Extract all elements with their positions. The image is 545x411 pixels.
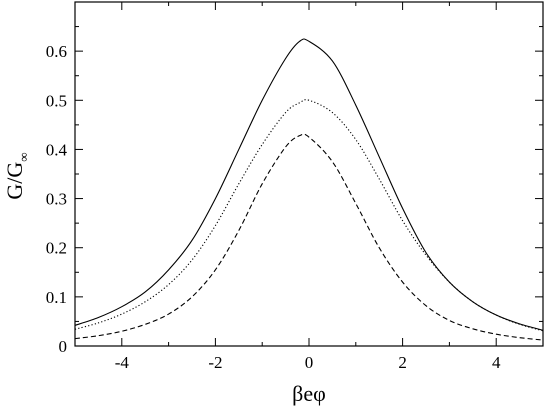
series-line-dashed — [74, 133, 544, 341]
y-tick-label: 0.4 — [46, 140, 68, 159]
y-tick-label: 0.1 — [46, 288, 67, 307]
plot-frame — [74, 1, 544, 347]
y-tick-label: 0.6 — [46, 42, 67, 61]
x-axis-title: βeφ — [292, 381, 326, 406]
y-tick-label: 0.3 — [46, 190, 67, 209]
y-axis-title-group: G/G∞ — [2, 152, 31, 199]
x-tick-label: 0 — [305, 353, 314, 372]
x-tick-label: 2 — [398, 353, 407, 372]
series-line-solid — [74, 38, 544, 331]
y-tick-label: 0.2 — [46, 239, 67, 258]
y-axis-title: G/G∞ — [2, 152, 31, 199]
x-tick-label: -2 — [208, 353, 222, 372]
tick-labels: -4 -2 0 2 4 0 0.1 0.2 0.3 0.4 0.5 0.6 — [46, 42, 501, 372]
series-group — [74, 38, 544, 341]
y-tick-label: 0 — [59, 337, 68, 356]
y-axis-title-main: G/G — [2, 162, 27, 200]
series-line-dotted — [74, 99, 544, 332]
x-tick-label: 4 — [492, 353, 501, 372]
y-tick-label: 0.5 — [46, 91, 67, 110]
x-tick-label: -4 — [115, 353, 130, 372]
axis-ticks — [74, 1, 544, 347]
y-axis-title-subscript: ∞ — [16, 152, 31, 161]
